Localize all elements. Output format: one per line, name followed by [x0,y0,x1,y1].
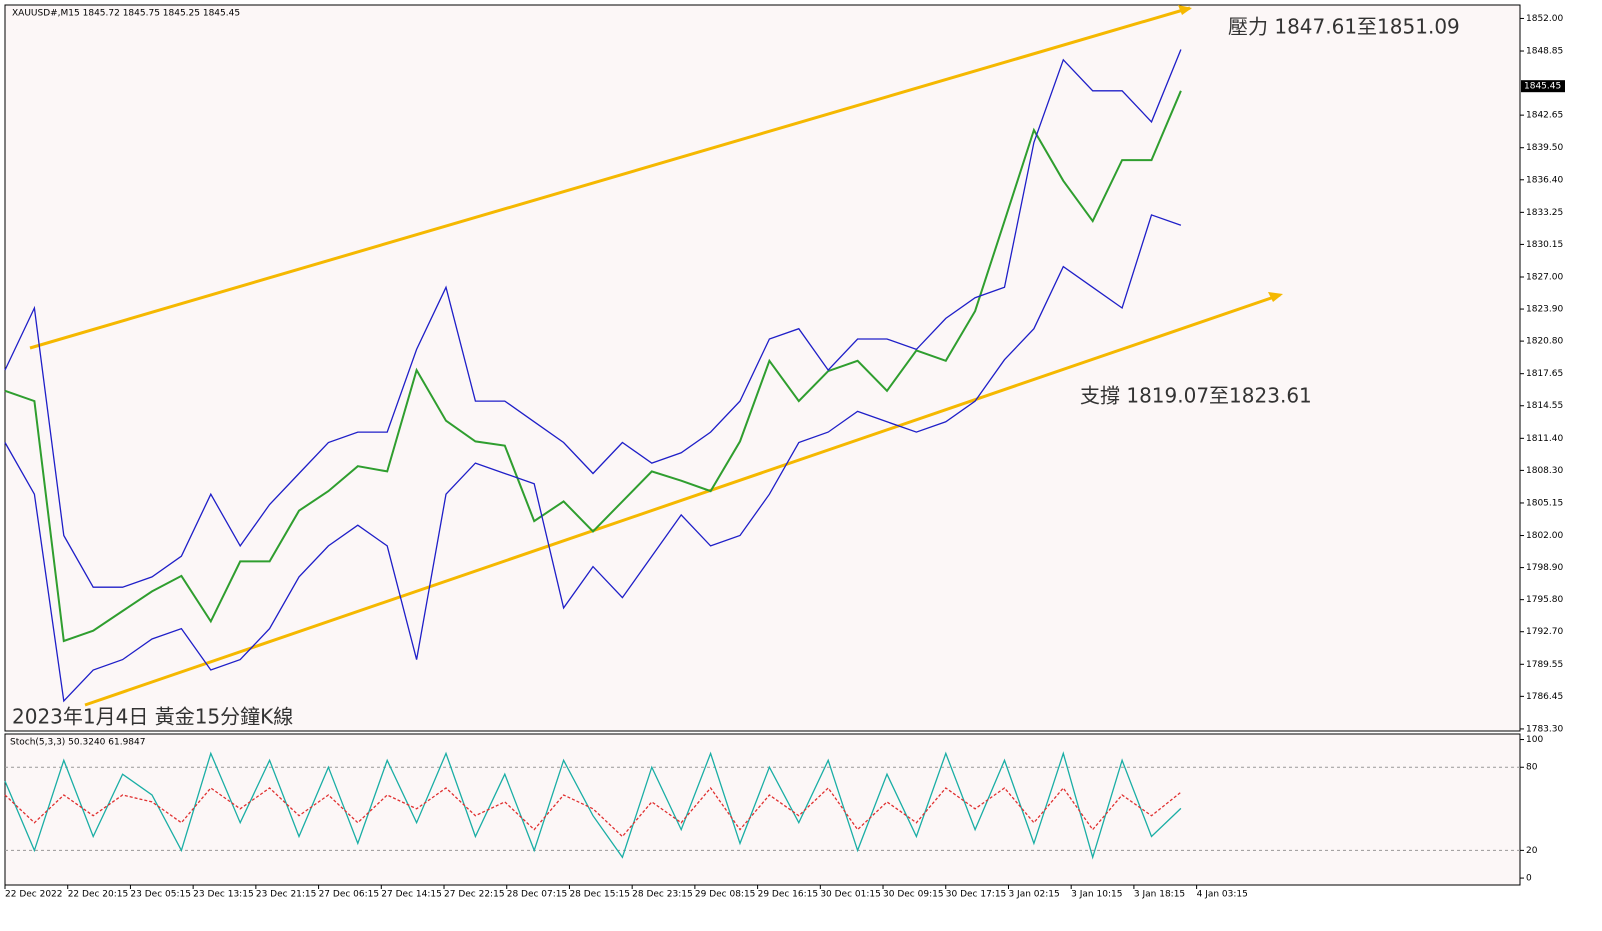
x-tick-label: 23 Dec 05:15 [130,890,191,900]
last-price-label: 1845.45 [1524,82,1561,92]
x-tick-label: 30 Dec 01:15 [820,890,881,900]
y-tick-label: 1827.00 [1526,272,1563,282]
series-line [4,90,1182,643]
x-tick-label: 29 Dec 16:15 [758,890,819,900]
x-tick-label: 23 Dec 13:15 [193,890,254,900]
x-tick-label: 28 Dec 15:15 [569,890,630,900]
y-tick-label: 1783.30 [1526,724,1563,734]
stoch-panel [4,733,1521,886]
y-tick-label: 1805.15 [1526,498,1563,508]
x-tick-label: 27 Dec 14:15 [381,890,442,900]
series-line [4,751,1182,860]
y-tick-label: 1852.00 [1526,14,1563,24]
y-tick-label: 1792.70 [1526,627,1563,637]
y-tick-label: 1842.65 [1526,111,1563,121]
y-tick-label: 1823.90 [1526,305,1563,315]
annotation: 2023年1月4日 黃金15分鐘K線 [12,705,293,729]
y-tick-label: 0 [1526,874,1532,884]
y-tick-label: 1817.65 [1526,369,1563,379]
x-tick-label: 22 Dec 2022 [5,890,63,900]
x-tick-label: 3 Jan 10:15 [1071,890,1122,900]
x-tick-label: 23 Dec 21:15 [256,890,317,900]
x-tick-label: 30 Dec 17:15 [946,890,1007,900]
y-tick-label: 1820.80 [1526,337,1563,347]
support-line [84,293,1281,707]
last-price-box [1521,80,1565,93]
y-tick-label: 1814.55 [1526,401,1563,411]
x-tick-label: 27 Dec 06:15 [319,890,380,900]
x-tick-label: 3 Jan 18:15 [1134,890,1185,900]
x-tick-label: 3 Jan 02:15 [1008,890,1059,900]
x-tick-label: 22 Dec 20:15 [68,890,129,900]
y-tick-label: 20 [1526,846,1538,856]
y-tick-label: 1795.80 [1526,595,1563,605]
y-tick-label: 1830.15 [1526,240,1563,250]
x-tick-label: 28 Dec 07:15 [507,890,568,900]
series-line [4,49,1182,588]
series-line [4,214,1182,703]
x-tick-label: 28 Dec 23:15 [632,890,693,900]
y-tick-label: 1786.45 [1526,692,1563,702]
y-tick-label: 1789.55 [1526,660,1563,670]
arrow-head [1178,5,1192,15]
y-tick-label: 100 [1526,735,1543,745]
x-tick-label: 4 Jan 03:15 [1197,890,1248,900]
y-tick-label: 1802.00 [1526,531,1563,541]
x-tick-label: 27 Dec 22:15 [444,890,505,900]
price-header: XAUUSD#,M15 1845.72 1845.75 1845.25 1845… [12,9,240,19]
y-tick-label: 1839.50 [1526,143,1563,153]
price-panel [4,4,1521,732]
x-tick-label: 29 Dec 08:15 [695,890,756,900]
y-tick-label: 1808.30 [1526,466,1563,476]
annotation: 壓力 1847.61至1851.09 [1228,15,1460,39]
x-tick-label: 30 Dec 09:15 [883,890,944,900]
y-tick-label: 1798.90 [1526,563,1563,573]
arrow-head [1268,292,1283,302]
y-tick-label: 1811.40 [1526,434,1563,444]
resistance-line [29,6,1191,350]
y-tick-label: 1836.40 [1526,175,1563,185]
y-tick-label: 1833.25 [1526,208,1563,218]
y-tick-label: 80 [1526,763,1538,773]
annotation: 支撐 1819.07至1823.61 [1080,384,1312,408]
y-tick-label: 1848.85 [1526,47,1563,57]
stoch-header: Stoch(5,3,3) 50.3240 61.9847 [10,738,145,748]
